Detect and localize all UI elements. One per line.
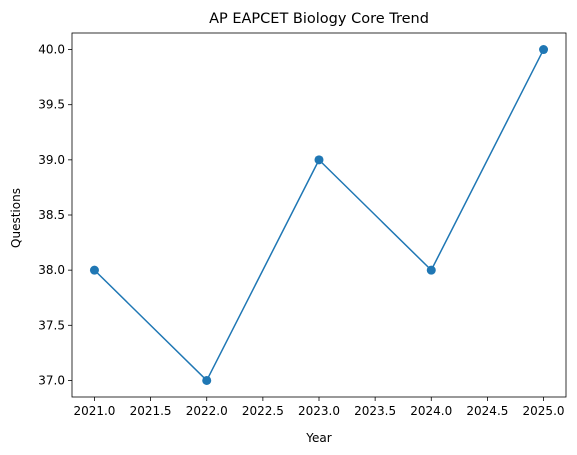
- data-point: [426, 265, 436, 275]
- y-tick-label: 38.0: [38, 263, 65, 277]
- x-tick-label: 2023.0: [298, 404, 340, 418]
- x-tick-label: 2024.5: [466, 404, 508, 418]
- y-tick-label: 37.5: [38, 318, 65, 332]
- y-tick-label: 39.5: [38, 98, 65, 112]
- data-point: [314, 155, 324, 165]
- axes-frame: [71, 32, 567, 398]
- x-tick-label: 2021.0: [73, 404, 115, 418]
- y-tick-label: 37.0: [38, 373, 65, 387]
- plot-area: [71, 32, 567, 398]
- x-tick-label: 2025.0: [523, 404, 565, 418]
- x-tick-label: 2023.5: [354, 404, 396, 418]
- x-tick-label: 2022.5: [242, 404, 284, 418]
- y-tick-label: 39.0: [38, 153, 65, 167]
- data-point: [89, 265, 99, 275]
- x-axis: 2021.0 2021.5 2022.0 2022.5 2023.0 2023.5 2024…: [73, 397, 565, 418]
- x-axis-label: Year: [305, 431, 331, 445]
- series-line-0: [93, 49, 545, 382]
- y-tick-label: 38.5: [38, 208, 65, 222]
- x-tick-label: 2024.0: [410, 404, 452, 418]
- chart-title: AP EAPCET Biology Core Trend: [209, 11, 429, 27]
- y-axis-label: Questions: [9, 188, 23, 248]
- data-point: [539, 45, 549, 55]
- y-axis: 37.0 37.5 38.0 38.5 39.0 39.5 40.0: [38, 43, 72, 387]
- x-tick-label: 2021.5: [130, 404, 172, 418]
- data-point: [202, 375, 212, 385]
- x-tick-label: 2022.0: [186, 404, 228, 418]
- y-tick-label: 40.0: [38, 43, 65, 57]
